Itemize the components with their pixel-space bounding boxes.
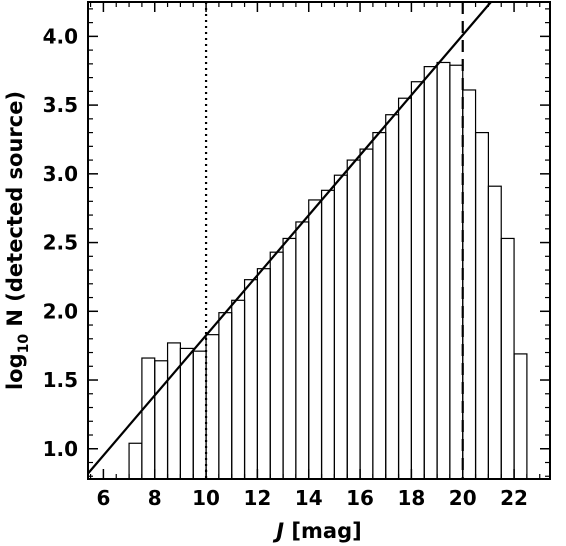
histogram-bar bbox=[295, 221, 310, 480]
histogram-bar bbox=[269, 251, 284, 480]
histogram-bar bbox=[205, 334, 220, 480]
histogram-bar bbox=[346, 159, 361, 480]
histogram-bar bbox=[192, 350, 207, 480]
histogram-bar bbox=[243, 279, 258, 480]
histogram-bars bbox=[128, 61, 528, 480]
x-axis-title: J [mag] bbox=[272, 519, 361, 543]
histogram-bar bbox=[141, 357, 156, 480]
y-tick-label: 1.5 bbox=[43, 368, 78, 392]
histogram-bar bbox=[179, 347, 194, 480]
histogram-bar bbox=[359, 148, 374, 480]
plot-frame bbox=[87, 1, 551, 480]
x-axis-title-symbol: J bbox=[272, 519, 284, 543]
x-tick-label: 20 bbox=[449, 486, 477, 510]
histogram-bar bbox=[218, 312, 233, 480]
reference-lines bbox=[87, 1, 492, 479]
x-tick-label: 6 bbox=[96, 486, 110, 510]
histogram-bar bbox=[500, 237, 515, 480]
x-axis-title-unit: [mag] bbox=[284, 519, 362, 543]
fit-line bbox=[87, 1, 492, 475]
x-tick-label: 14 bbox=[295, 486, 323, 510]
histogram-bar bbox=[487, 185, 502, 480]
histogram-bar bbox=[474, 131, 490, 480]
y-axis-title: log10 N (detected source) bbox=[3, 91, 32, 390]
x-tick-label: 10 bbox=[192, 486, 220, 510]
histogram-bar bbox=[256, 268, 271, 480]
y-axis-title-subscript: 10 bbox=[16, 334, 32, 354]
histogram-bar bbox=[513, 353, 528, 480]
histogram-bar bbox=[423, 66, 438, 480]
y-axis-title-rest: N (detected source) bbox=[3, 91, 27, 334]
y-axis-title-prefix: log bbox=[3, 353, 27, 390]
histogram-bar bbox=[436, 61, 451, 480]
histogram-bar bbox=[449, 64, 464, 480]
histogram-bar bbox=[231, 299, 246, 480]
histogram-bar bbox=[282, 237, 297, 480]
x-tick-label: 18 bbox=[397, 486, 425, 510]
y-tick-label: 4.0 bbox=[43, 24, 78, 48]
histogram-bar bbox=[410, 81, 425, 480]
histogram-bar bbox=[385, 114, 400, 480]
y-tick-label: 1.0 bbox=[43, 437, 78, 461]
histogram-bar bbox=[397, 97, 413, 480]
y-tick-label: 2.5 bbox=[43, 231, 78, 255]
histogram-bar bbox=[372, 131, 387, 480]
axis-ticks bbox=[88, 2, 550, 479]
y-tick-label: 2.0 bbox=[43, 299, 78, 323]
y-tick-label: 3.0 bbox=[43, 162, 78, 186]
y-tick-labels: 1.0 1.5 2.0 2.5 3.0 3.5 4.0 bbox=[43, 24, 78, 460]
x-tick-label: 12 bbox=[243, 486, 271, 510]
histogram-bar bbox=[462, 89, 477, 480]
histogram-bar bbox=[333, 174, 348, 480]
y-tick-label: 3.5 bbox=[43, 93, 78, 117]
histogram-bar bbox=[128, 442, 143, 480]
x-tick-label: 8 bbox=[148, 486, 162, 510]
histogram-bar bbox=[166, 342, 181, 480]
x-tick-label: 22 bbox=[500, 486, 528, 510]
histogram-bar bbox=[320, 189, 336, 480]
histogram-bar bbox=[308, 199, 323, 480]
x-tick-label: 16 bbox=[346, 486, 374, 510]
histogram-bar bbox=[154, 360, 169, 480]
x-tick-labels: 6 8 10 12 14 16 18 20 22 bbox=[96, 486, 528, 510]
